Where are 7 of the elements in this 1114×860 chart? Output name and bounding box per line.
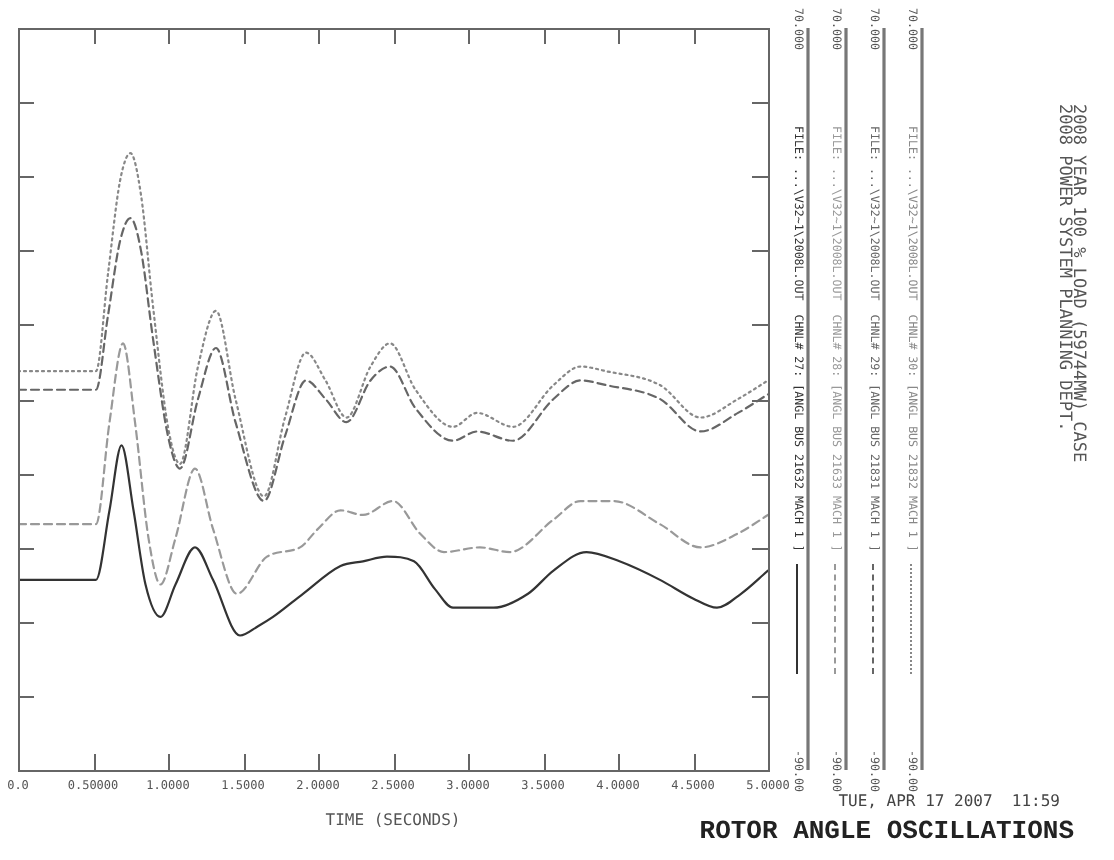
text: TUE, APR 17 2007 11:59 (838, 792, 1060, 810)
text: ROTOR ANGLE OSCILLATIONS (699, 816, 1074, 846)
line-series (18, 152, 768, 498)
line-series (18, 342, 768, 595)
line-series (18, 444, 768, 637)
text: 2008 POWER SYSTEM PLANNING DEPT. (1054, 104, 1074, 432)
x-axis-title: TIME (SECONDS) (325, 811, 461, 830)
